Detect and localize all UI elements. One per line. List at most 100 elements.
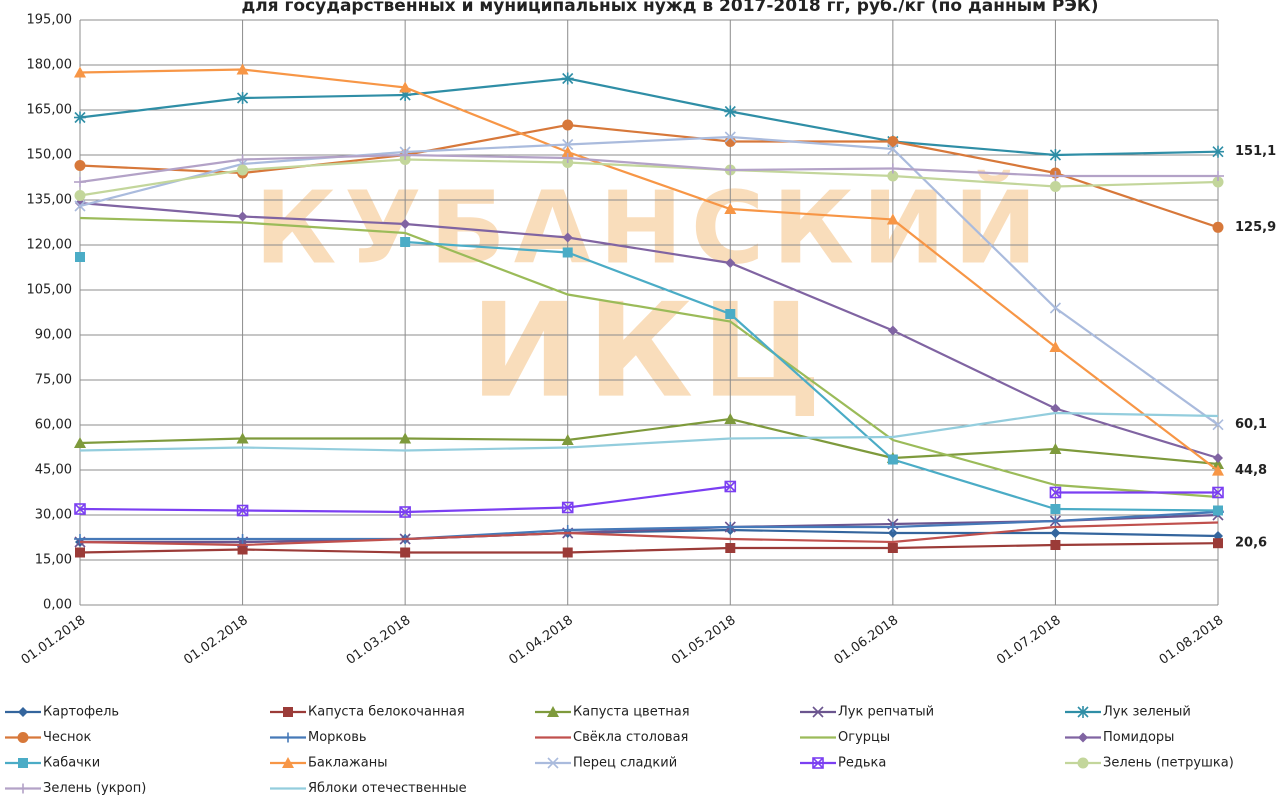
marker [18,758,28,768]
marker-part [1050,528,1060,538]
marker [237,165,248,176]
marker [888,543,898,553]
marker [1049,149,1061,161]
marker-part [1213,222,1224,233]
legend-item: Картофель [5,705,119,720]
marker [283,707,293,717]
x-tick-label: 01.07.2018 [994,613,1064,668]
chart-title: для государственных и муниципальных нужд… [242,0,1099,16]
legend-item: Капуста белокочанная [270,705,465,720]
legend-label: Помидоры [1103,730,1174,745]
y-tick-label: 180,00 [27,58,73,73]
data-label: 44,8 [1235,463,1267,478]
watermark: ИКЦ [470,275,830,427]
legend-label: Картофель [43,705,119,720]
marker-part [563,548,573,558]
marker [74,112,86,124]
watermark: КУБАНСКИЙ [255,169,1046,286]
marker-part [238,212,248,222]
marker-part [400,237,410,247]
marker [400,548,410,558]
legend-item: Свёкла столовая [535,730,688,745]
marker [1078,758,1089,769]
legend-label: Лук зеленый [1103,705,1191,720]
marker-part [283,707,293,717]
marker-part [75,160,86,171]
legend-item: Кабачки [5,756,100,771]
marker [282,733,294,743]
x-tick-label: 01.02.2018 [181,613,251,668]
legend-item: Яблоки отечественные [270,781,467,796]
legend-label: Капуста цветная [573,705,690,720]
marker-part [400,548,410,558]
marker [17,784,29,794]
marker [18,732,29,743]
marker [1213,222,1224,233]
legend-label: Морковь [308,730,367,745]
marker [238,212,248,222]
x-tick-label: 01.08.2018 [1157,613,1227,668]
legend-item: Помидоры [1065,730,1174,745]
marker-part [18,707,28,717]
chart: для государственных и муниципальных нужд… [0,0,1281,798]
marker-part [1050,540,1060,550]
y-tick-label: 165,00 [27,103,73,118]
marker [724,106,736,118]
marker [725,309,735,319]
marker [75,252,85,262]
marker-part [1050,181,1061,192]
data-label: 125,9 [1235,220,1276,235]
marker-part [18,732,29,743]
legend-label: Капуста белокочанная [308,705,465,720]
legend-item: Капуста цветная [535,705,690,720]
marker [562,120,573,131]
y-tick-label: 195,00 [27,13,73,28]
marker-part [562,120,573,131]
x-tick-label: 01.04.2018 [506,613,576,668]
marker-part [1078,733,1088,743]
marker-part [237,165,248,176]
y-tick-label: 90,00 [35,328,72,343]
marker [1213,538,1223,548]
legend-item: Лук репчатый [800,705,934,720]
marker [75,190,86,201]
y-tick-label: 150,00 [27,148,73,163]
y-tick-label: 135,00 [27,193,73,208]
y-tick-label: 45,00 [35,463,72,478]
y-tick-label: 105,00 [27,283,73,298]
marker [1050,540,1060,550]
y-tick-label: 75,00 [35,373,72,388]
series-line [80,79,1218,156]
legend-item: Перец сладкий [535,756,677,771]
marker-part [1078,758,1089,769]
marker [1050,504,1060,514]
marker-part [75,190,86,201]
marker [74,177,86,187]
legend-item: Редька [800,756,886,771]
legend-label: Лук репчатый [838,705,934,720]
marker [75,548,85,558]
marker [18,707,28,717]
marker-part [18,758,28,768]
legend-label: Редька [838,756,886,771]
x-tick-label: 01.03.2018 [344,613,414,668]
marker [1212,146,1224,158]
marker [888,326,898,336]
legend-label: Свёкла столовая [573,730,688,745]
legend-label: Огурцы [838,730,890,745]
legend-item: Зелень (петрушка) [1065,756,1234,771]
marker [725,543,735,553]
x-tick-label: 01.06.2018 [832,613,902,668]
marker [75,160,86,171]
marker [237,92,249,104]
legend-label: Перец сладкий [573,756,677,771]
legend-label: Кабачки [43,756,100,771]
x-tick-label: 01.05.2018 [669,613,739,668]
x-tick-label: 01.01.2018 [19,613,89,668]
marker-part [888,326,898,336]
data-label: 20,6 [1235,536,1267,551]
marker [1078,733,1088,743]
y-tick-label: 30,00 [35,508,72,523]
marker [563,548,573,558]
marker-part [1213,506,1223,516]
